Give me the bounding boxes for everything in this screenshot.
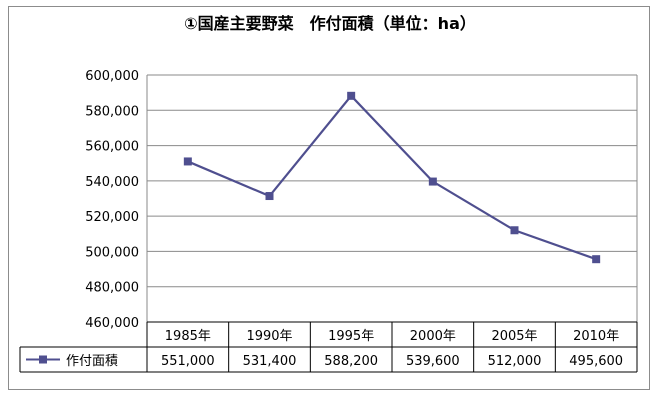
data-table-value: 495,600: [569, 354, 623, 369]
data-point: [183, 157, 192, 166]
y-tick-label: 520,000: [85, 210, 139, 225]
legend-key-marker: [39, 355, 47, 364]
y-tick-label: 480,000: [85, 281, 139, 296]
data-table-value: 551,000: [161, 354, 215, 369]
data-table-value: 512,000: [488, 354, 542, 369]
data-point: [265, 192, 274, 201]
y-tick-label: 500,000: [85, 245, 139, 260]
y-tick-label: 460,000: [85, 316, 139, 331]
category-label: 2010年: [573, 329, 619, 344]
y-tick-label: 600,000: [85, 69, 139, 84]
legend-series-name: 作付面積: [66, 354, 118, 369]
series-line: [187, 94, 597, 261]
category-label: 1995年: [328, 329, 374, 344]
data-table-value: 531,400: [243, 354, 297, 369]
y-tick-label: 580,000: [85, 104, 139, 119]
chart-frame: [8, 6, 650, 390]
data-table-value: 588,200: [324, 354, 378, 369]
category-label: 1985年: [165, 329, 211, 344]
data-point: [428, 177, 437, 186]
data-point: [347, 91, 356, 100]
data-table-value: 539,600: [406, 354, 460, 369]
category-label: 1990年: [246, 329, 292, 344]
data-point: [510, 226, 519, 235]
y-tick-label: 540,000: [85, 175, 139, 190]
category-label: 2000年: [410, 329, 456, 344]
data-point: [592, 255, 601, 264]
category-label: 2005年: [491, 329, 537, 344]
y-tick-label: 560,000: [85, 140, 139, 155]
chart-title: ①国産主要野菜 作付面積（単位：ha）: [184, 14, 476, 33]
